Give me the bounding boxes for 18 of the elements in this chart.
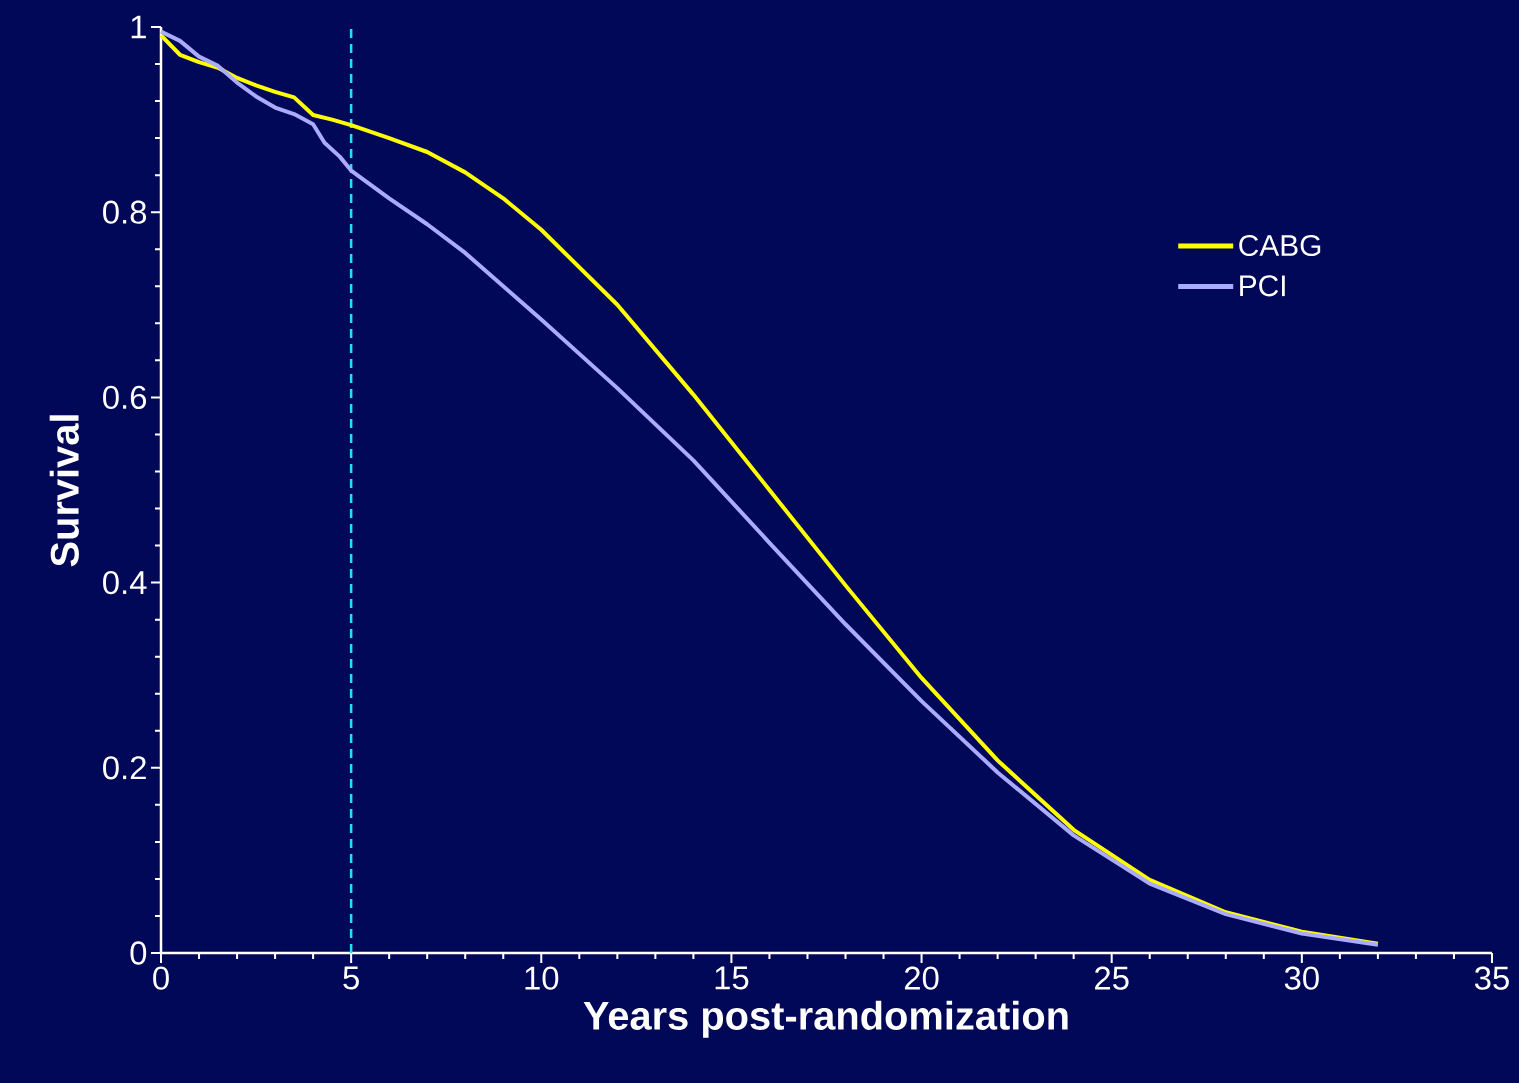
y-tick-label: 1 <box>131 15 146 39</box>
x-tick-label: 30 <box>1284 966 1319 990</box>
y-tick-label: 0.6 <box>103 385 147 410</box>
x-tick-label: 35 <box>1474 966 1509 990</box>
x-tick-label: 15 <box>715 966 749 990</box>
x-tick-label: 25 <box>1095 966 1129 990</box>
legend-label: PCI <box>1240 275 1285 297</box>
x-tick-label: 10 <box>525 966 559 990</box>
y-tick-label: 0.2 <box>103 756 146 780</box>
x-axis-title: Years post-randomization <box>583 1000 1068 1038</box>
y-tick-label: 0.4 <box>103 570 147 595</box>
y-tick-label: 0.8 <box>103 200 147 224</box>
legend-label: CABG <box>1239 234 1321 257</box>
y-tick-label: 0 <box>130 941 147 965</box>
x-tick-label: 20 <box>904 966 939 990</box>
x-tick-label: 0 <box>153 966 169 990</box>
x-tick-label: 5 <box>343 966 359 990</box>
y-axis-title: Survival <box>49 415 79 567</box>
